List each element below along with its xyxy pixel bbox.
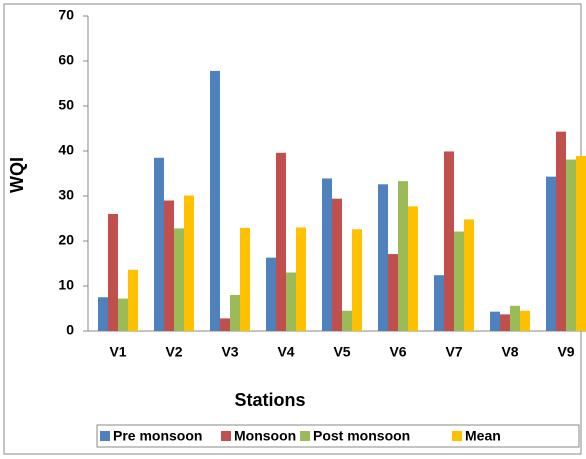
bar [184, 195, 194, 331]
y-tick-label: 0 [66, 322, 74, 338]
bar [332, 198, 342, 331]
y-tick-label: 30 [58, 187, 74, 203]
bar [444, 151, 454, 331]
bar [378, 184, 388, 331]
x-tick-label: V8 [501, 344, 518, 360]
legend-box [96, 424, 580, 448]
y-tick-label: 60 [58, 52, 74, 68]
bar [286, 272, 296, 331]
bar [128, 269, 138, 331]
bar [108, 214, 118, 331]
bar [408, 206, 418, 331]
bar [546, 176, 556, 331]
bar [342, 310, 352, 331]
y-tick-label: 50 [58, 97, 74, 113]
x-tick-label: V9 [557, 344, 574, 360]
y-tick-label: 10 [58, 277, 74, 293]
y-axis-title: WQI [7, 157, 27, 193]
bar [388, 254, 398, 331]
x-axis-title: Stations [234, 390, 305, 410]
bar [556, 131, 566, 331]
bar [454, 231, 464, 331]
legend-label: Pre monsoon [113, 428, 202, 444]
y-tick-label: 70 [58, 7, 74, 23]
bar [398, 181, 408, 331]
legend-swatch [452, 431, 462, 441]
x-tick-label: V6 [389, 344, 406, 360]
x-tick-label: V7 [445, 344, 462, 360]
x-tick-label: V2 [165, 344, 182, 360]
bar [490, 311, 500, 331]
bar [266, 257, 276, 331]
bar [230, 295, 240, 331]
y-tick-label: 20 [58, 232, 74, 248]
bar [118, 298, 128, 331]
bar [296, 227, 306, 331]
chart-border [3, 3, 582, 455]
bar [98, 297, 108, 331]
bar [434, 275, 444, 331]
bar [240, 227, 250, 331]
bar [566, 159, 576, 331]
bar [464, 219, 474, 331]
legend-swatch [100, 431, 110, 441]
x-tick-label: V4 [277, 344, 294, 360]
legend-swatch [300, 431, 310, 441]
bar [276, 152, 286, 331]
legend-label: Mean [465, 428, 501, 444]
x-tick-label: V1 [109, 344, 126, 360]
y-tick-label: 40 [58, 142, 74, 158]
bar [322, 178, 332, 331]
legend-label: Post monsoon [313, 428, 410, 444]
bar [164, 200, 174, 331]
bar [520, 310, 530, 331]
bar [154, 157, 164, 331]
bar [210, 70, 220, 332]
bar [220, 318, 230, 331]
x-tick-label: V5 [333, 344, 350, 360]
bar [576, 155, 586, 331]
bar [174, 228, 184, 331]
x-tick-label: V3 [221, 344, 238, 360]
bar [510, 305, 520, 331]
legend-swatch [221, 431, 231, 441]
bar [500, 314, 510, 331]
legend-label: Monsoon [234, 428, 296, 444]
bar [352, 229, 362, 331]
